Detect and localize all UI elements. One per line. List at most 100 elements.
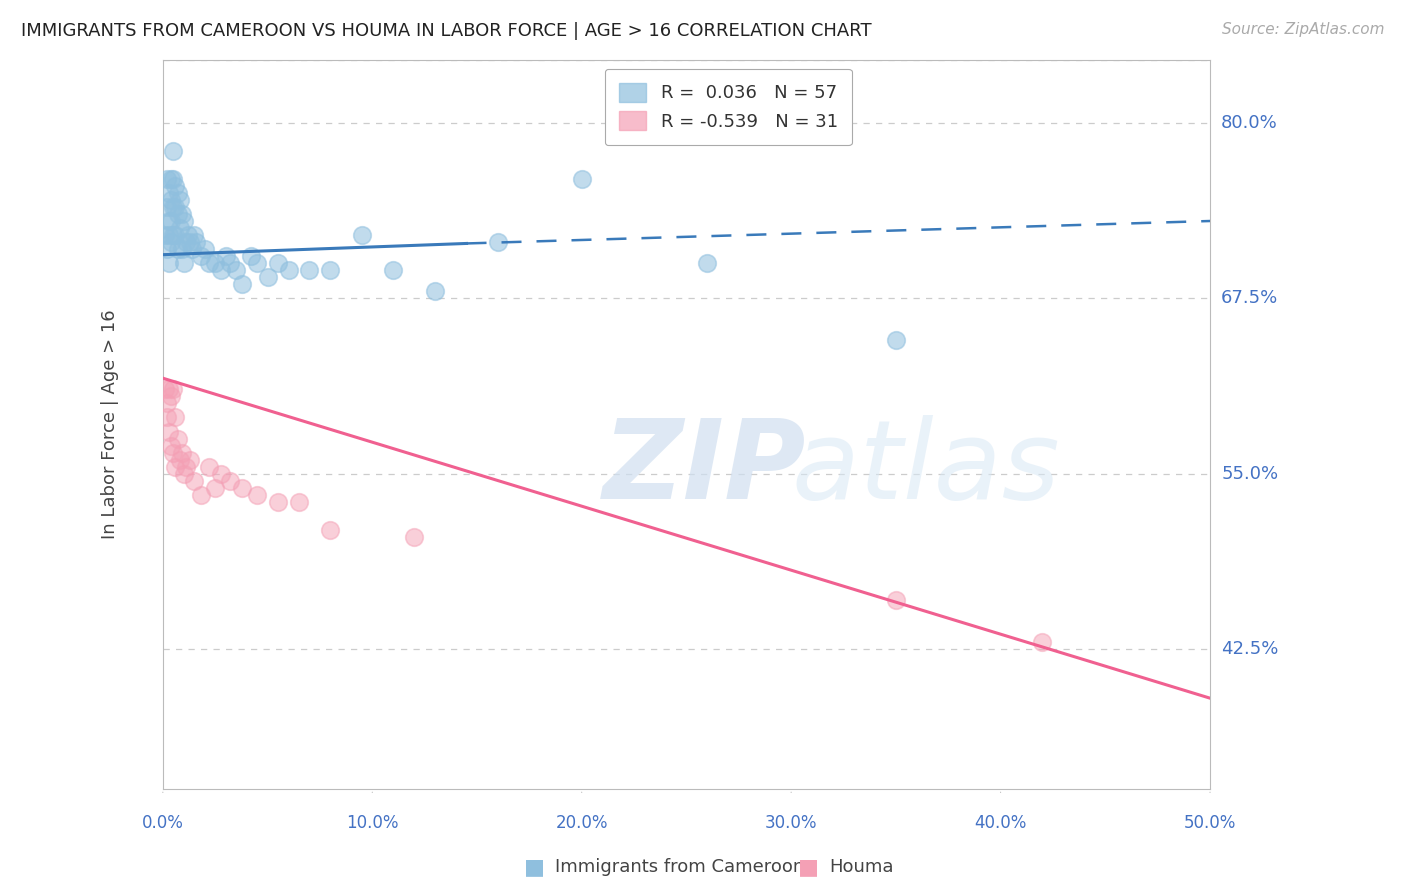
Point	[162, 144, 184, 158]
Point	[179, 235, 201, 249]
Text: ■: ■	[799, 857, 818, 877]
Point	[170, 242, 193, 256]
Point	[239, 249, 262, 263]
Point	[174, 235, 197, 249]
Point	[183, 227, 205, 242]
Point	[204, 481, 226, 495]
Text: 55.0%: 55.0%	[1222, 465, 1278, 483]
Point	[166, 242, 188, 256]
Point	[169, 452, 191, 467]
Point	[246, 256, 269, 270]
Point	[256, 270, 278, 285]
Text: 50.0%: 50.0%	[1184, 814, 1236, 832]
Point	[298, 263, 321, 277]
Text: 10.0%: 10.0%	[346, 814, 398, 832]
Point	[162, 383, 184, 397]
Legend: R =  0.036   N = 57, R = -0.539   N = 31: R = 0.036 N = 57, R = -0.539 N = 31	[605, 69, 852, 145]
Point	[170, 207, 193, 221]
Point	[165, 200, 187, 214]
Point	[1031, 635, 1053, 649]
Point	[246, 488, 269, 502]
Text: 20.0%: 20.0%	[555, 814, 607, 832]
Text: In Labor Force | Age > 16: In Labor Force | Age > 16	[101, 310, 120, 540]
Point	[267, 494, 290, 508]
Point	[166, 186, 188, 200]
Point	[179, 452, 201, 467]
Point	[173, 467, 195, 481]
Point	[153, 227, 176, 242]
Point	[157, 227, 180, 242]
Point	[382, 263, 405, 277]
Point	[319, 263, 342, 277]
Point	[486, 235, 509, 249]
Text: 67.5%: 67.5%	[1222, 289, 1278, 307]
Point	[696, 256, 718, 270]
Text: ■: ■	[524, 857, 544, 877]
Point	[183, 474, 205, 488]
Text: 0.0%: 0.0%	[142, 814, 184, 832]
Point	[169, 221, 191, 235]
Point	[160, 214, 183, 228]
Point	[194, 242, 217, 256]
Point	[231, 481, 253, 495]
Point	[165, 178, 187, 193]
Point	[165, 410, 187, 425]
Point	[157, 425, 180, 439]
Point	[173, 214, 195, 228]
Point	[204, 256, 226, 270]
Point	[166, 432, 188, 446]
Text: Source: ZipAtlas.com: Source: ZipAtlas.com	[1222, 22, 1385, 37]
Point	[181, 242, 204, 256]
Text: ZIP: ZIP	[603, 415, 806, 522]
Point	[157, 214, 180, 228]
Point	[162, 200, 184, 214]
Point	[169, 193, 191, 207]
Point	[225, 263, 247, 277]
Point	[267, 256, 290, 270]
Point	[162, 227, 184, 242]
Point	[157, 186, 180, 200]
Text: Houma: Houma	[830, 858, 894, 876]
Point	[319, 523, 342, 537]
Point	[165, 459, 187, 474]
Text: 30.0%: 30.0%	[765, 814, 817, 832]
Point	[174, 459, 197, 474]
Point	[198, 256, 221, 270]
Point	[157, 256, 180, 270]
Point	[173, 256, 195, 270]
Point	[215, 249, 238, 263]
Point	[166, 207, 188, 221]
Point	[288, 494, 311, 508]
Text: 40.0%: 40.0%	[974, 814, 1026, 832]
Point	[160, 172, 183, 186]
Point	[157, 383, 180, 397]
Text: Immigrants from Cameroon: Immigrants from Cameroon	[555, 858, 804, 876]
Point	[160, 438, 183, 452]
Point	[160, 235, 183, 249]
Point	[162, 445, 184, 459]
Point	[160, 389, 183, 403]
Point	[153, 383, 176, 397]
Point	[170, 445, 193, 459]
Point	[211, 263, 233, 277]
Point	[350, 227, 373, 242]
Point	[218, 474, 240, 488]
Point	[165, 227, 187, 242]
Point	[423, 284, 446, 298]
Point	[156, 200, 179, 214]
Point	[404, 530, 426, 544]
Point	[190, 249, 212, 263]
Point	[231, 277, 253, 292]
Point	[156, 410, 179, 425]
Point	[162, 172, 184, 186]
Text: 80.0%: 80.0%	[1222, 114, 1278, 132]
Point	[211, 467, 233, 481]
Text: atlas: atlas	[792, 415, 1060, 522]
Point	[177, 227, 200, 242]
Point	[571, 172, 593, 186]
Point	[198, 459, 221, 474]
Text: IMMIGRANTS FROM CAMEROON VS HOUMA IN LABOR FORCE | AGE > 16 CORRELATION CHART: IMMIGRANTS FROM CAMEROON VS HOUMA IN LAB…	[21, 22, 872, 40]
Point	[218, 256, 240, 270]
Point	[160, 193, 183, 207]
Point	[156, 172, 179, 186]
